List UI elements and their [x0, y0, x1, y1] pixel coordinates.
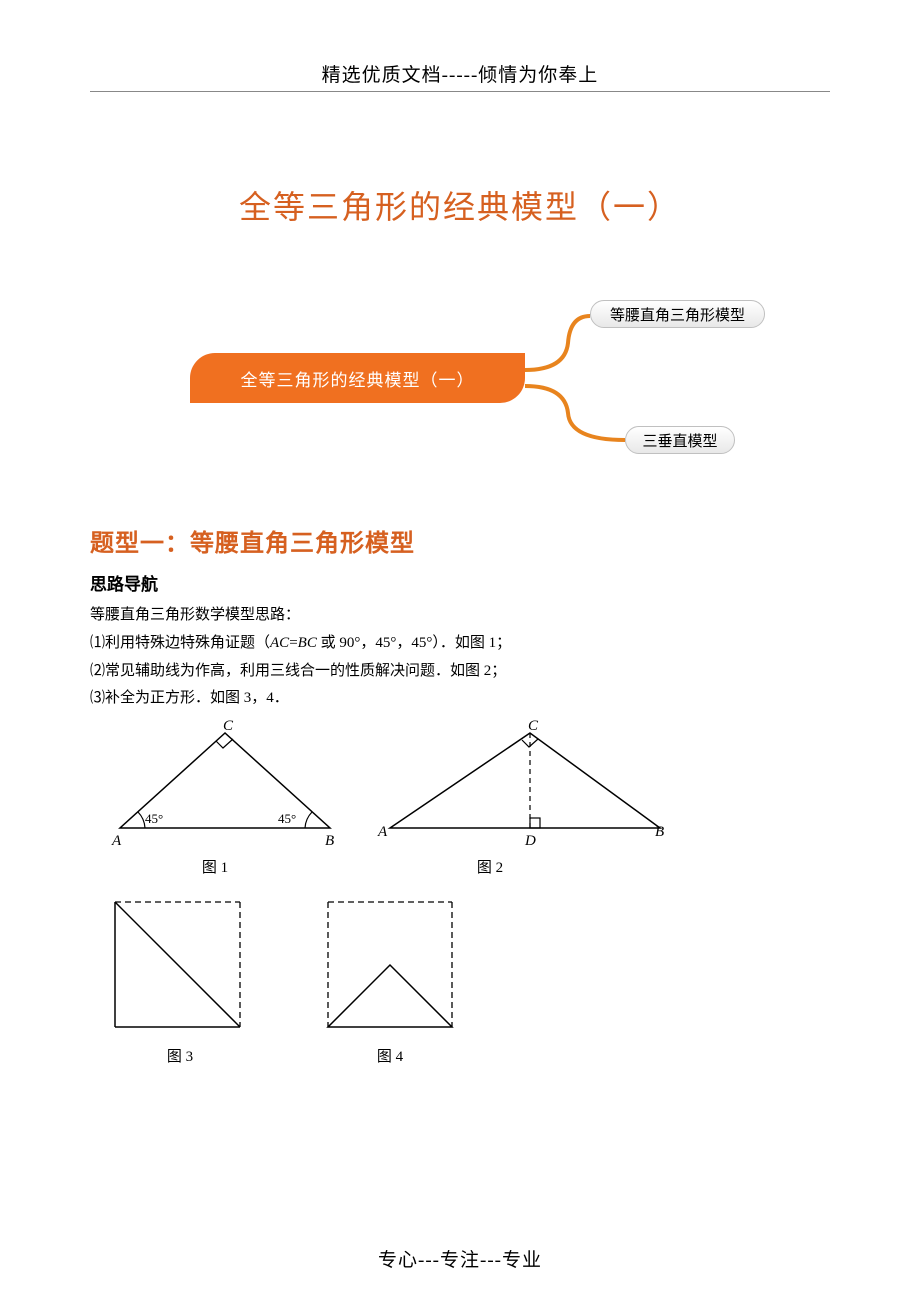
- fig2-label-b: B: [655, 824, 664, 840]
- fig1-label-b: B: [325, 833, 334, 848]
- figures-row-1: C A B 45° 45° C A B D: [90, 718, 830, 848]
- diagram-branch-top: 等腰直角三角形模型: [590, 300, 765, 328]
- concept-diagram: 全等三角形的经典模型（一） 等腰直角三角形模型 三垂直模型: [90, 298, 830, 488]
- connector-top: [525, 316, 590, 370]
- line1-ac: AC: [270, 635, 289, 651]
- fig-caption-row-2: 图 3 图 4: [90, 1045, 830, 1066]
- section-subtitle: 思路导航: [90, 570, 830, 595]
- fig2-triangle: [390, 733, 660, 828]
- fig1-right-angle-icon: [216, 739, 233, 748]
- line1-rest: 或 90°，45°，45°）．如图 1；: [317, 635, 511, 651]
- page-header: 精选优质文档-----倾情为你奉上: [90, 60, 830, 87]
- page-footer: 专心---专注---专业: [0, 1245, 920, 1272]
- diagram-center-node: 全等三角形的经典模型（一）: [190, 353, 525, 403]
- fig2-right-angle-foot-icon: [530, 818, 540, 828]
- fig1-angle-left-icon: [138, 812, 145, 828]
- body-line-2: ⑵常见辅助线为作高，利用三线合一的性质解决问题．如图 2；: [90, 658, 830, 686]
- line1-prefix: ⑴利用特殊边特殊角证题（: [90, 635, 270, 651]
- fig2-label-c: C: [528, 718, 539, 734]
- fig2-label-d: D: [524, 833, 536, 848]
- body-line-3: ⑶补全为正方形．如图 3，4．: [90, 685, 830, 713]
- figure-2-svg: C A B D: [370, 718, 670, 848]
- body-line-1: ⑴利用特殊边特殊角证题（AC=BC 或 90°，45°，45°）．如图 1；: [90, 630, 830, 658]
- line1-bc: BC: [298, 635, 317, 651]
- fig3-caption: 图 3: [90, 1045, 270, 1066]
- figure-3-svg: [90, 887, 270, 1037]
- figure-4-svg: [300, 887, 480, 1037]
- fig1-label-a: A: [111, 833, 122, 848]
- fig1-angle-right-label: 45°: [278, 811, 296, 826]
- fig1-angle-right-icon: [305, 812, 312, 828]
- intro-line: 等腰直角三角形数学模型思路：: [90, 602, 830, 630]
- fig2-caption: 图 2: [340, 856, 640, 877]
- section-title: 题型一：等腰直角三角形模型: [90, 523, 830, 558]
- fig2-label-a: A: [377, 824, 388, 840]
- connector-bot: [525, 386, 625, 440]
- fig1-angle-left-label: 45°: [145, 811, 163, 826]
- header-rule: [90, 91, 830, 92]
- body-text-block: 等腰直角三角形数学模型思路： ⑴利用特殊边特殊角证题（AC=BC 或 90°，4…: [90, 602, 830, 713]
- line1-eq: =: [289, 635, 297, 651]
- figure-1-svg: C A B 45° 45°: [90, 718, 340, 848]
- fig4-caption: 图 4: [300, 1045, 480, 1066]
- fig4-triangle: [328, 965, 452, 1027]
- diagram-branch-bot: 三垂直模型: [625, 426, 735, 454]
- fig-caption-row-1: 图 1 图 2: [90, 856, 830, 877]
- figures-row-2: [90, 887, 830, 1037]
- main-title: 全等三角形的经典模型（一）: [90, 182, 830, 228]
- fig1-caption: 图 1: [90, 856, 340, 877]
- fig1-label-c: C: [223, 718, 234, 734]
- fig3-hypotenuse: [115, 902, 240, 1027]
